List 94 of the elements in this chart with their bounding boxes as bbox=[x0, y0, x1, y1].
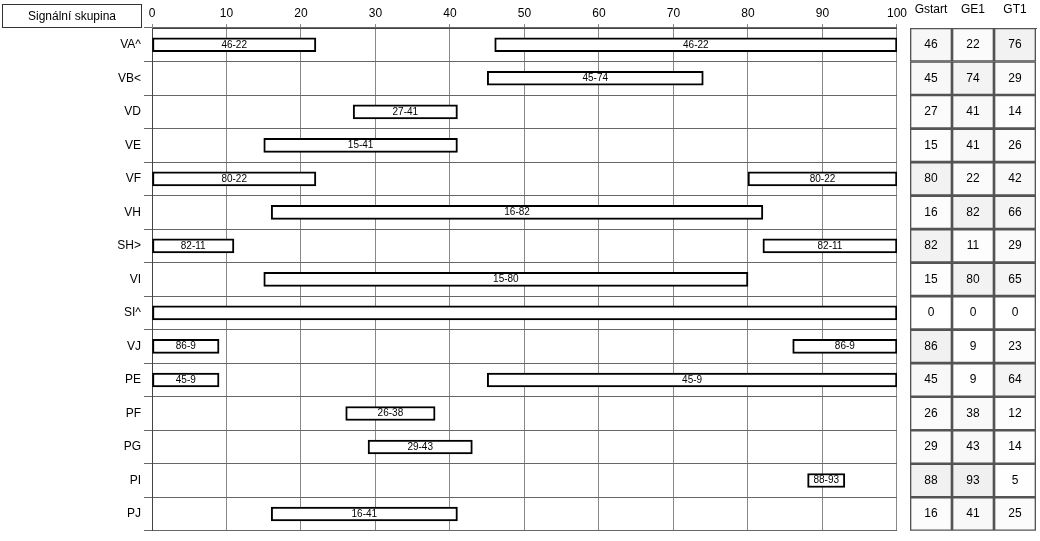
data-label: 45-9 bbox=[175, 373, 197, 385]
data-label: 41 bbox=[966, 506, 980, 521]
data-label: 0 bbox=[927, 305, 935, 320]
y-tick-label: SH> bbox=[117, 238, 141, 253]
data-label: 42 bbox=[1008, 171, 1022, 186]
x-tick-label: 100 bbox=[886, 6, 908, 21]
data-label: 82-11 bbox=[817, 239, 843, 251]
data-label: 82-11 bbox=[180, 239, 207, 251]
y-tick-label: VA^ bbox=[120, 37, 142, 52]
y-tick-label: PG bbox=[123, 439, 141, 454]
data-label: 45-74 bbox=[582, 72, 609, 84]
data-label: 88-93 bbox=[813, 474, 840, 486]
data-label: 14 bbox=[1008, 439, 1022, 454]
y-tick-label: VH bbox=[124, 204, 141, 219]
y-tick-label: VE bbox=[124, 137, 141, 152]
data-label: 16 bbox=[924, 204, 938, 219]
data-label: 15 bbox=[924, 271, 938, 286]
data-label: 26-38 bbox=[377, 407, 404, 419]
x-tick-label: 80 bbox=[741, 6, 755, 21]
data-label: 11 bbox=[966, 238, 980, 253]
data-label: 29 bbox=[1008, 238, 1022, 253]
data-label: 86 bbox=[924, 338, 938, 353]
data-label: 14 bbox=[1008, 104, 1022, 119]
data-label: 22 bbox=[966, 37, 980, 52]
data-label: 82 bbox=[924, 238, 938, 253]
data-label: 43 bbox=[966, 439, 980, 454]
data-label: 86-9 bbox=[175, 340, 197, 352]
data-label: 26 bbox=[924, 405, 938, 420]
x-tick-label: Gstart bbox=[914, 2, 948, 17]
data-label: 45-9 bbox=[682, 373, 703, 385]
x-tick-label: 60 bbox=[592, 6, 606, 21]
data-label: 88 bbox=[924, 472, 938, 487]
data-label: 76 bbox=[1008, 37, 1022, 52]
x-tick-label: GE1 bbox=[960, 2, 986, 17]
x-tick-label: 20 bbox=[294, 6, 308, 21]
data-label: 16 bbox=[924, 506, 938, 521]
data-label: 15-41 bbox=[347, 139, 374, 151]
data-label: 65 bbox=[1008, 271, 1022, 286]
data-label: 80 bbox=[966, 271, 980, 286]
y-tick-label: VJ bbox=[126, 338, 141, 353]
x-tick-label: 0 bbox=[148, 6, 156, 21]
data-label: 15-80 bbox=[493, 273, 520, 285]
data-label: 86-9 bbox=[834, 340, 856, 352]
data-label: 46-22 bbox=[683, 38, 710, 50]
data-label: 5 bbox=[1011, 472, 1019, 487]
data-label: 93 bbox=[966, 472, 980, 487]
x-tick-label: 10 bbox=[219, 6, 234, 21]
y-tick-label: SI^ bbox=[124, 305, 142, 320]
data-label: 26 bbox=[1008, 137, 1022, 152]
y-axis-title: Signální skupina bbox=[2, 4, 142, 28]
data-label: 66 bbox=[1008, 204, 1022, 219]
data-label: 45 bbox=[924, 372, 938, 387]
data-label: 80 bbox=[924, 171, 938, 186]
y-tick-label: VI bbox=[129, 271, 141, 286]
data-label: 25 bbox=[1008, 506, 1022, 521]
data-label: 46 bbox=[924, 37, 938, 52]
data-label: 23 bbox=[1008, 338, 1022, 353]
data-label: 27-41 bbox=[392, 105, 419, 117]
data-label: 82 bbox=[966, 204, 980, 219]
data-label: 16-41 bbox=[351, 507, 378, 519]
data-label: 9 bbox=[969, 372, 977, 387]
data-label: 9 bbox=[969, 338, 977, 353]
data-label: 46-22 bbox=[221, 38, 248, 50]
data-label: 41 bbox=[966, 137, 980, 152]
x-tick-label: GT1 bbox=[1003, 2, 1027, 17]
data-label: 80-22 bbox=[809, 172, 836, 184]
y-tick-label: VF bbox=[125, 171, 141, 186]
y-tick-label: PF bbox=[125, 405, 141, 420]
data-label: 22 bbox=[966, 171, 980, 186]
y-tick-label: PE bbox=[124, 372, 141, 387]
data-label: 80-22 bbox=[221, 172, 248, 184]
data-label: 29-43 bbox=[407, 440, 434, 452]
y-tick-label: VD bbox=[124, 104, 142, 119]
data-label: 41 bbox=[966, 104, 980, 119]
data-label: 0 bbox=[969, 305, 977, 320]
data-label: 12 bbox=[1008, 405, 1022, 420]
x-tick-label: 40 bbox=[443, 6, 457, 21]
data-label: 64 bbox=[1008, 372, 1022, 387]
data-label: 15 bbox=[924, 137, 938, 152]
x-tick-label: 50 bbox=[517, 6, 532, 21]
data-label: 45 bbox=[924, 70, 938, 85]
x-tick-label: 30 bbox=[368, 6, 383, 21]
data-label: 29 bbox=[924, 439, 938, 454]
data-label: 16-82 bbox=[504, 206, 531, 218]
y-tick-label: PJ bbox=[126, 506, 141, 521]
data-label: 74 bbox=[966, 70, 980, 85]
data-label: 38 bbox=[966, 405, 980, 420]
data-label: 0 bbox=[1011, 305, 1019, 320]
y-tick-label: VB< bbox=[117, 70, 141, 85]
data-label: 27 bbox=[924, 104, 938, 119]
x-tick-label: 90 bbox=[815, 6, 830, 21]
data-label: 29 bbox=[1008, 70, 1022, 85]
x-tick-label: 70 bbox=[666, 6, 681, 21]
y-tick-label: PI bbox=[129, 472, 141, 487]
